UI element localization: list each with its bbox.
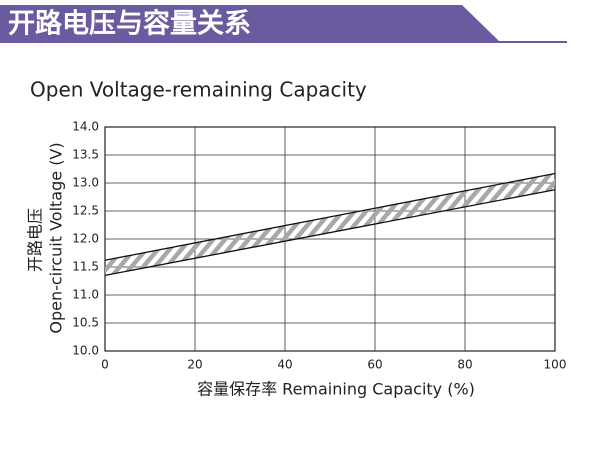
plot-frame [104, 126, 556, 352]
chart-title: Open Voltage-remaining Capacity [30, 78, 367, 102]
y-tick-label: 10.0 [72, 344, 99, 358]
y-tick-label: 11.0 [72, 288, 99, 302]
y-tick-label: 11.5 [72, 260, 99, 274]
x-tick-label: 40 [277, 358, 292, 372]
header-title: 开路电压与容量关系 [8, 8, 251, 40]
y-tick-label: 13.5 [72, 148, 99, 162]
band-lower-line [104, 189, 556, 277]
x-tick-label: 20 [187, 358, 202, 372]
header-banner [0, 5, 500, 42]
y-tick-label: 12.5 [72, 204, 99, 218]
x-axis-label: 容量保存率 Remaining Capacity (%) [197, 380, 475, 399]
band-upper-line [104, 172, 556, 261]
y-tick-label: 10.5 [72, 316, 99, 330]
y-tick-label: 13.0 [72, 176, 99, 190]
x-tick-label: 60 [367, 358, 382, 372]
y-axis-label-zh: 开路电压 [26, 208, 45, 272]
x-tick-label: 100 [544, 358, 567, 372]
x-tick-label: 80 [457, 358, 472, 372]
band-fill [105, 173, 555, 276]
y-tick-label: 12.0 [72, 232, 99, 246]
x-tick-label: 0 [101, 358, 109, 372]
y-tick-label: 14.0 [72, 120, 99, 134]
y-axis-label: Open-circuit Voltage (V) [47, 142, 66, 333]
